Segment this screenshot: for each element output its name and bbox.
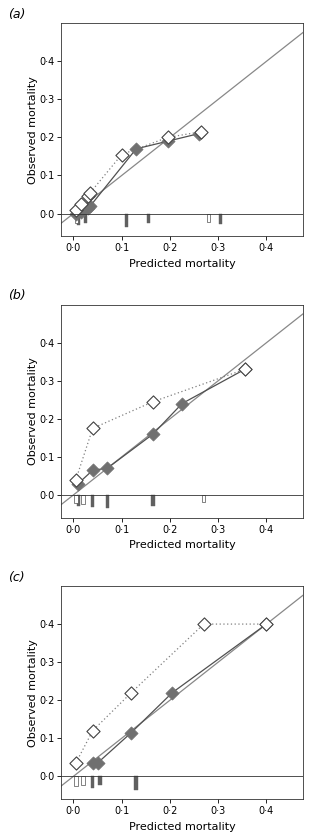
Point [86, 201, 91, 214]
Bar [84, 213, 87, 223]
Point [165, 134, 170, 148]
Bar [151, 495, 155, 507]
Bar [74, 495, 77, 503]
Text: (b): (b) [8, 290, 26, 302]
Point [201, 617, 206, 631]
Point [73, 207, 78, 220]
Point [151, 395, 156, 408]
Point [105, 461, 110, 475]
X-axis label: Predicted mortality: Predicted mortality [129, 822, 235, 832]
Bar [91, 495, 95, 507]
Bar [81, 495, 85, 505]
Bar [202, 495, 206, 501]
Bar [81, 776, 85, 785]
Point [76, 477, 81, 491]
Point [90, 464, 95, 477]
Bar [207, 213, 210, 222]
Point [88, 186, 93, 199]
Y-axis label: Observed mortality: Observed mortality [28, 638, 38, 747]
Bar [105, 495, 109, 508]
Point [95, 756, 100, 769]
Bar [219, 213, 222, 224]
X-axis label: Predicted mortality: Predicted mortality [129, 259, 235, 269]
Point [179, 396, 184, 410]
Text: (a): (a) [8, 8, 26, 21]
Bar [98, 776, 102, 785]
Point [73, 756, 78, 769]
Point [199, 125, 204, 139]
Text: (c): (c) [8, 571, 25, 584]
Point [119, 148, 124, 161]
Point [90, 756, 95, 769]
Bar [91, 776, 95, 788]
Bar [134, 776, 138, 790]
Point [73, 203, 78, 217]
Point [242, 363, 247, 376]
Point [90, 422, 95, 435]
Point [90, 724, 95, 738]
Point [129, 686, 134, 700]
Bar [77, 495, 80, 506]
Bar [146, 213, 150, 223]
Point [78, 197, 83, 211]
Point [78, 205, 83, 218]
Point [134, 142, 139, 155]
Point [165, 131, 170, 144]
Point [242, 363, 247, 376]
Bar [75, 213, 78, 223]
Bar [77, 213, 80, 225]
Y-axis label: Observed mortality: Observed mortality [28, 76, 38, 184]
Point [151, 428, 156, 441]
Point [86, 190, 91, 203]
X-axis label: Predicted mortality: Predicted mortality [129, 540, 235, 550]
Bar [125, 213, 128, 227]
Point [170, 686, 175, 700]
Point [264, 617, 269, 631]
Point [197, 127, 202, 140]
Point [73, 473, 78, 486]
Point [88, 199, 93, 213]
Bar [74, 776, 77, 786]
Point [129, 726, 134, 739]
Y-axis label: Observed mortality: Observed mortality [28, 357, 38, 465]
Point [264, 617, 269, 631]
